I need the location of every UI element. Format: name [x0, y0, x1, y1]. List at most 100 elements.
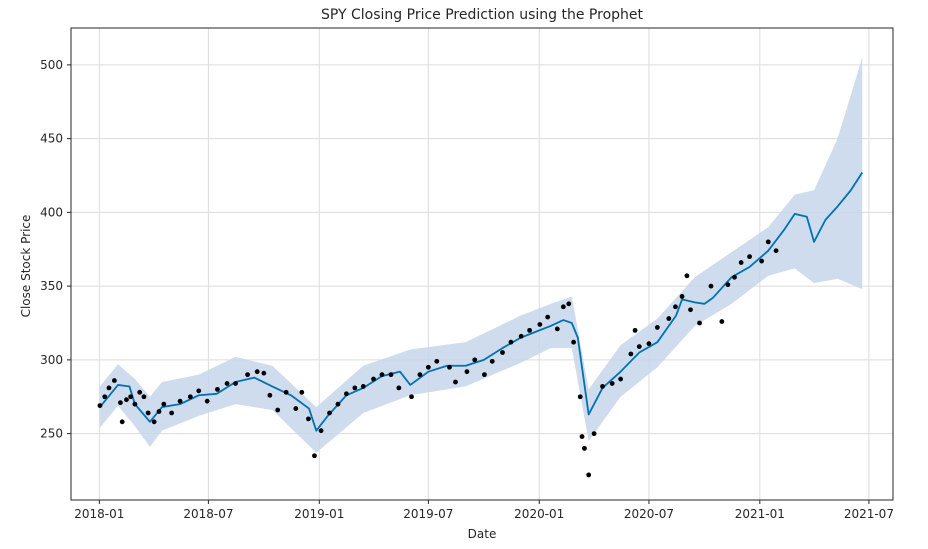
- observed-point: [632, 327, 638, 333]
- observed-point: [482, 372, 487, 378]
- x-tick-label: 2018-01: [74, 507, 124, 521]
- observed-point: [111, 378, 117, 383]
- x-tick-label: 2021-01: [735, 507, 785, 521]
- observed-point: [688, 307, 693, 313]
- observed-point: [719, 319, 725, 324]
- observed-point: [666, 316, 672, 321]
- observed-point: [537, 322, 543, 327]
- observed-point: [586, 472, 592, 478]
- observed-point: [177, 398, 183, 404]
- observed-point: [335, 401, 341, 407]
- plot-frame: [70, 27, 894, 501]
- observed-point: [566, 301, 572, 307]
- y-axis-label: Close Stock Price: [19, 215, 33, 318]
- observed-point: [318, 428, 324, 434]
- observed-point: [464, 369, 470, 375]
- observed-point: [409, 394, 414, 400]
- observed-point: [554, 326, 560, 332]
- y-tick-label: 300: [40, 353, 63, 367]
- observed-point: [352, 385, 358, 391]
- y-tick-label: 400: [40, 205, 63, 219]
- observed-point: [102, 394, 108, 400]
- observed-point: [609, 381, 615, 386]
- x-tick-label: 2019-07: [403, 507, 453, 521]
- observed-point: [697, 320, 702, 326]
- observed-point: [169, 410, 175, 416]
- uncertainty-band-area: [99, 57, 863, 453]
- observed-point: [119, 419, 125, 425]
- observed-point: [636, 344, 642, 349]
- observed-point: [453, 379, 458, 385]
- grid: [71, 28, 893, 500]
- y-tick-label: 350: [40, 279, 63, 293]
- observed-point: [137, 389, 143, 395]
- x-axis-label: Date: [468, 527, 497, 541]
- observed-point: [577, 394, 583, 400]
- observed-point: [196, 388, 202, 394]
- observed-point: [489, 358, 495, 364]
- observed-point: [141, 394, 147, 400]
- observed-point: [618, 376, 624, 382]
- y-tick-label: 500: [40, 58, 63, 72]
- observed-point: [371, 376, 376, 382]
- observed-point: [472, 357, 478, 363]
- observed-point: [224, 381, 230, 386]
- observed-points: [97, 239, 779, 478]
- observed-point: [106, 385, 112, 391]
- observed-point: [600, 384, 605, 389]
- observed-point: [245, 372, 250, 378]
- observed-point: [327, 410, 332, 416]
- observed-point: [293, 406, 299, 411]
- observed-point: [500, 350, 505, 355]
- observed-point: [283, 389, 289, 395]
- observed-point: [738, 260, 744, 265]
- observed-point: [145, 410, 151, 416]
- observed-point: [254, 369, 260, 375]
- observed-point: [518, 333, 524, 339]
- observed-point: [267, 392, 273, 398]
- observed-point: [233, 381, 238, 386]
- observed-point: [118, 400, 123, 406]
- observed-point: [161, 401, 167, 407]
- observed-point: [379, 372, 385, 378]
- observed-point: [773, 248, 779, 254]
- y-axis-ticks: 250 300 350 400 450 500: [40, 58, 71, 441]
- observed-point: [571, 339, 577, 345]
- x-axis-ticks: 2018-01 2018-07 2019-01 2019-07 2020-01 2020-…: [74, 500, 894, 521]
- observed-point: [654, 325, 660, 330]
- observed-point: [312, 453, 317, 459]
- observed-point: [187, 394, 193, 400]
- observed-point: [579, 434, 585, 439]
- x-tick-label: 2018-07: [183, 507, 233, 521]
- observed-point: [759, 258, 765, 264]
- observed-point: [725, 282, 731, 288]
- observed-point: [215, 386, 220, 392]
- observed-point: [132, 401, 138, 407]
- x-tick-label: 2019-01: [294, 507, 344, 521]
- y-tick-label: 250: [40, 427, 63, 441]
- x-tick-label: 2020-01: [514, 507, 564, 521]
- observed-point: [679, 294, 685, 299]
- observed-point: [306, 416, 311, 422]
- observed-point: [156, 409, 162, 414]
- observed-point: [360, 384, 366, 389]
- observed-point: [97, 403, 103, 408]
- observed-point: [299, 389, 305, 395]
- observed-point: [124, 397, 129, 403]
- observed-point: [582, 445, 587, 451]
- observed-point: [673, 304, 678, 310]
- observed-point: [204, 398, 210, 404]
- observed-point: [765, 239, 771, 245]
- observed-point: [732, 274, 737, 280]
- observed-point: [425, 364, 431, 370]
- observed-point: [747, 254, 752, 260]
- observed-point: [708, 283, 714, 289]
- observed-point: [545, 314, 551, 320]
- observed-point: [275, 407, 281, 413]
- chart-title: SPY Closing Price Prediction using the P…: [321, 7, 644, 23]
- y-tick-label: 450: [40, 132, 63, 146]
- observed-point: [560, 304, 566, 310]
- observed-point: [434, 358, 440, 364]
- x-tick-label: 2021-07: [844, 507, 894, 521]
